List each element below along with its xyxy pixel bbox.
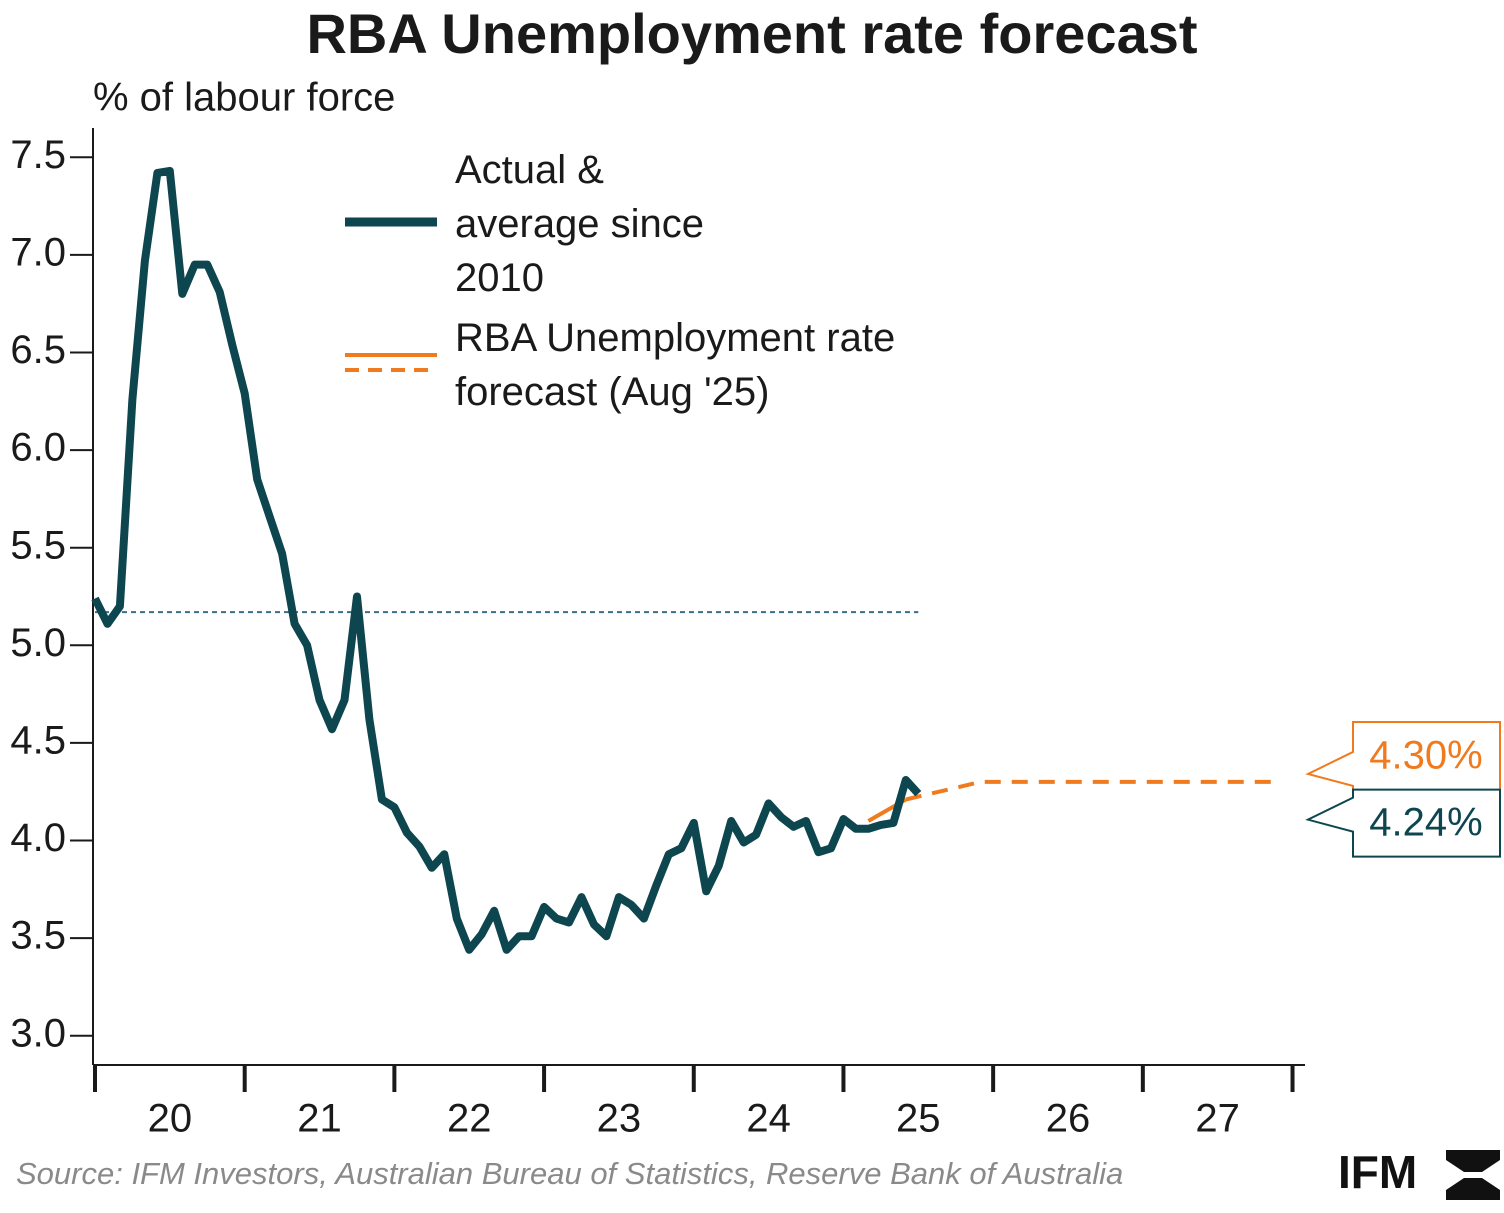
logo-text: IFM xyxy=(1338,1146,1417,1198)
callout-label: 4.24% xyxy=(1369,801,1482,845)
y-tick-label: 5.0 xyxy=(10,621,66,665)
legend-label: Actual & average since 2010 xyxy=(455,148,705,300)
forecast-line-dashed xyxy=(905,779,1281,802)
y-tick-label: 6.0 xyxy=(10,426,66,470)
x-tick-label: 27 xyxy=(1195,1097,1240,1141)
callout-label: 4.30% xyxy=(1369,734,1482,778)
x-tick-label: 26 xyxy=(1046,1097,1091,1141)
legend-label: RBA Unemployment rate forecast (Aug '25) xyxy=(455,316,896,414)
y-axis-label: % of labour force xyxy=(93,76,395,120)
callout-box xyxy=(1305,720,1501,791)
actual-line xyxy=(91,166,922,954)
x-tick-label: 20 xyxy=(148,1097,193,1141)
x-tick-label: 24 xyxy=(746,1097,791,1141)
y-tick-label: 7.0 xyxy=(10,230,66,274)
x-tick-label: 22 xyxy=(447,1097,492,1141)
y-tick-label: 3.0 xyxy=(10,1011,66,1055)
x-tick-label: 25 xyxy=(896,1097,941,1141)
source-note: Source: IFM Investors, Australian Bureau… xyxy=(16,1156,1123,1191)
x-tick-label: 23 xyxy=(597,1097,642,1141)
x-tick-label: 21 xyxy=(297,1097,342,1141)
y-tick-label: 3.5 xyxy=(10,914,66,958)
chart-title: RBA Unemployment rate forecast xyxy=(306,2,1197,65)
y-tick-label: 4.5 xyxy=(10,718,66,762)
y-tick-label: 5.5 xyxy=(10,523,66,567)
y-tick-label: 6.5 xyxy=(10,328,66,372)
y-tick-label: 4.0 xyxy=(10,816,66,860)
logo-icon xyxy=(1446,1150,1500,1200)
y-tick-label: 7.5 xyxy=(10,133,66,177)
callout-box xyxy=(1305,788,1501,858)
